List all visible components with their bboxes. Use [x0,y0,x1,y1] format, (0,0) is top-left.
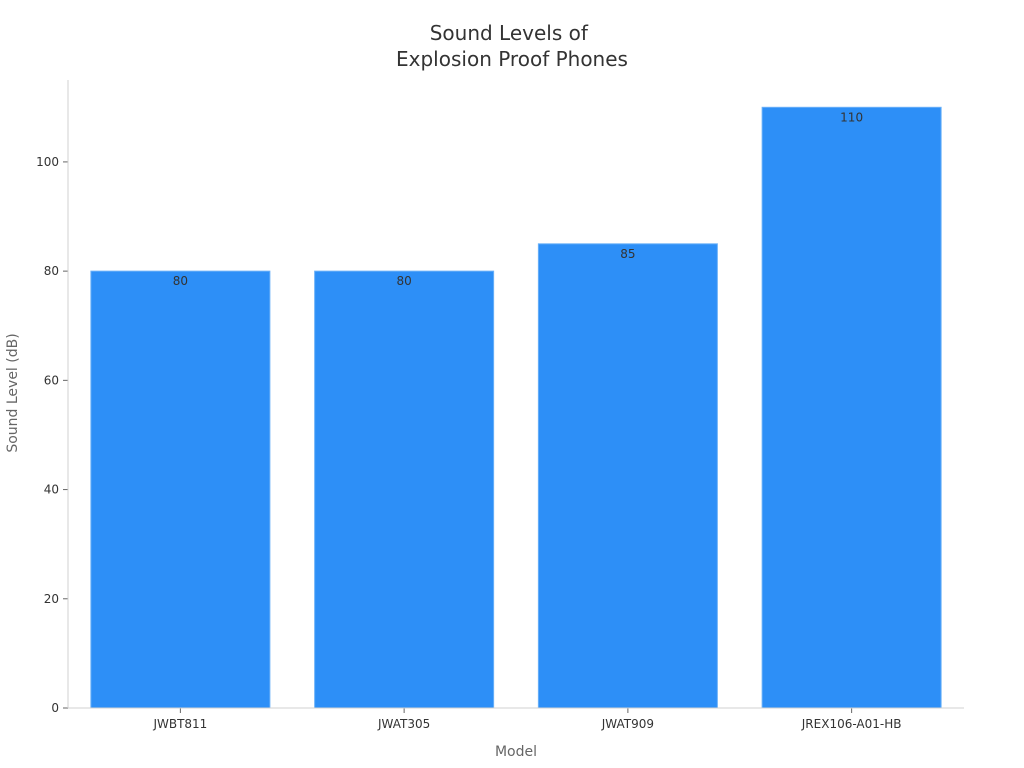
data-label-jwat305: 80 [396,274,411,288]
bar-jrex106-a01-hb [761,106,942,709]
y-tick-label: 20 [44,592,59,606]
y-tick-label: 40 [44,483,59,497]
x-axis-label: Model [495,744,537,760]
chart-title-line-1: Sound Levels of [430,21,589,45]
bar-jwat909 [537,243,718,709]
x-axis-ticks: JWBT811 JWAT305 JWAT909 JREX106-A01-HB [152,708,901,731]
y-tick-label: 0 [51,701,59,715]
y-tick-label: 60 [44,373,59,387]
bar-jwat305 [314,270,495,709]
bar-jwbt811 [90,270,271,709]
bars-group: 80 80 85 110 [90,106,942,709]
chart-title: Sound Levels of Explosion Proof Phones [396,21,628,71]
data-label-jwbt811: 80 [173,274,188,288]
data-label-jrex106-a01-hb: 110 [840,110,863,124]
x-tick-label: JWAT909 [601,717,654,731]
x-tick-label: JWBT811 [152,717,207,731]
data-label-jwat909: 85 [620,247,635,261]
chart-title-line-2: Explosion Proof Phones [396,47,628,71]
x-tick-label: JREX106-A01-HB [801,717,902,731]
y-tick-label: 100 [36,155,59,169]
x-tick-label: JWAT305 [377,717,430,731]
y-tick-label: 80 [44,264,59,278]
y-axis-ticks: 0 20 40 60 80 100 [36,155,68,715]
y-axis-label: Sound Level (dB) [5,333,21,452]
